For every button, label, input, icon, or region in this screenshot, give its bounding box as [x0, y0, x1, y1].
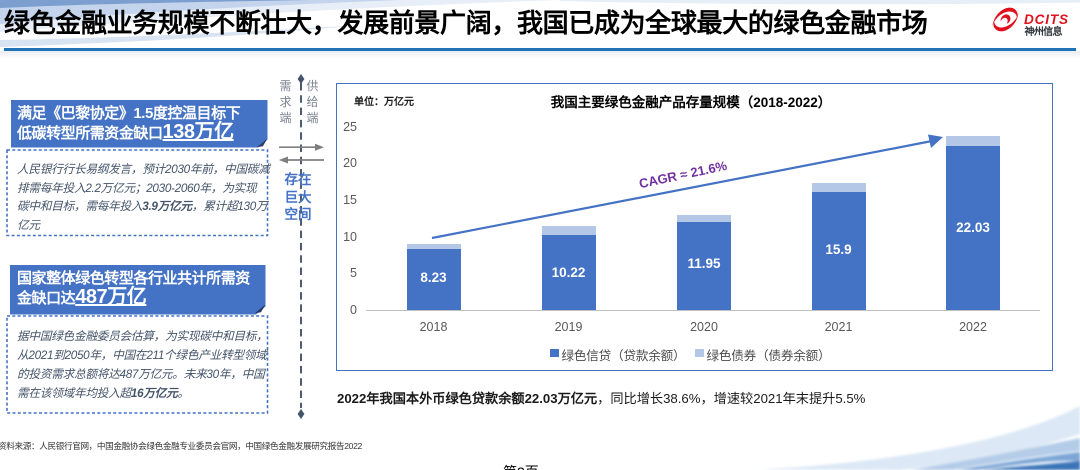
svg-text:神州信息: 神州信息 — [1025, 25, 1063, 37]
svg-text:DCITS: DCITS — [1024, 12, 1068, 27]
